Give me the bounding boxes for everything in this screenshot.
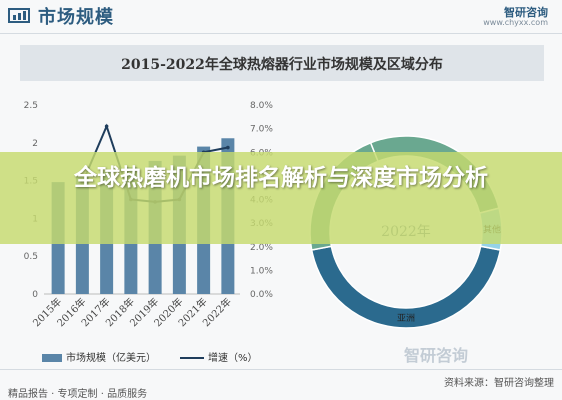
y2-tick-label: 2.0% xyxy=(250,243,273,253)
y2-tick-label: 1.0% xyxy=(250,266,273,276)
legend-line: 增速（%） xyxy=(180,349,258,364)
y-tick-label: 0 xyxy=(32,290,38,300)
chart-bars-icon xyxy=(8,8,30,23)
watermark-logo: 智研咨询 xyxy=(404,346,469,365)
article-title: 全球热磨机市场排名解析与深度市场分析 xyxy=(74,165,488,191)
chart-title-box: 2015-2022年全球热熔器行业市场规模及区域分布 xyxy=(20,45,544,81)
y-tick-label: 2.5 xyxy=(24,101,38,111)
header-bar: 市场规模 智研咨询 www.chyxx.com xyxy=(0,0,562,32)
legend-line-label: 增速（%） xyxy=(208,353,258,364)
y2-tick-label: 7.0% xyxy=(250,125,273,135)
y-tick-label: 2 xyxy=(32,139,38,149)
y2-tick-label: 0.0% xyxy=(250,290,273,300)
brand-name: 智研咨询 xyxy=(504,6,548,19)
brand-url: www.chyxx.com xyxy=(483,18,548,27)
article-title-overlay: 全球热磨机市场排名解析与深度市场分析 xyxy=(0,152,562,244)
growth-point xyxy=(104,124,109,129)
page-title: 市场规模 xyxy=(38,7,114,28)
footer-tagline: 精品报告 · 专项定制 · 品质服务 xyxy=(8,389,148,400)
legend-line-swatch xyxy=(180,357,204,359)
growth-point xyxy=(226,145,230,150)
footer-source: 资料来源：智研咨询整理 xyxy=(444,378,554,389)
legend-bar-label: 市场规模（亿美元） xyxy=(66,353,156,364)
y-tick-label: 0.5 xyxy=(24,252,38,262)
legend-bar: 市场规模（亿美元） xyxy=(42,349,156,364)
header-divider xyxy=(0,33,562,34)
footer-divider xyxy=(0,369,562,370)
donut-slice-label: 亚洲 xyxy=(397,313,415,324)
legend-bar-swatch xyxy=(42,354,62,362)
chart-title: 2015-2022年全球热熔器行业市场规模及区域分布 xyxy=(121,57,443,73)
y2-tick-label: 8.0% xyxy=(250,101,273,111)
